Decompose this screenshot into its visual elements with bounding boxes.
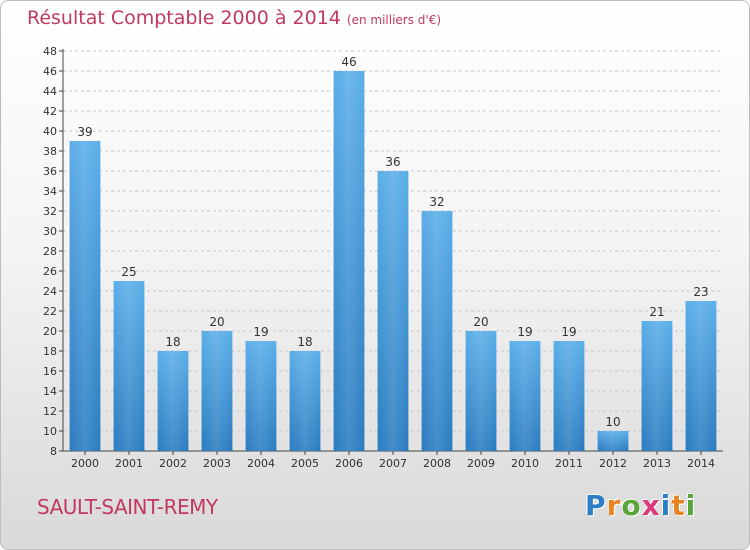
data-label: 46 (341, 55, 356, 69)
bar-highlight (377, 171, 409, 451)
data-label: 18 (297, 335, 312, 349)
y-tick-label: 36 (43, 165, 57, 178)
proxiti-logo[interactable]: Proxiti (585, 489, 696, 522)
y-tick-label: 10 (43, 425, 57, 438)
y-tick-label: 12 (43, 405, 57, 418)
x-tick-label: 2014 (687, 457, 715, 470)
data-label: 20 (209, 315, 224, 329)
y-tick-label: 8 (50, 445, 57, 458)
y-tick-label: 40 (43, 125, 57, 138)
data-label: 10 (605, 415, 620, 429)
bar-highlight (597, 431, 629, 451)
bar-highlight (201, 331, 233, 451)
logo-letter: P (585, 489, 607, 522)
x-tick-label: 2003 (203, 457, 231, 470)
data-label: 21 (649, 305, 664, 319)
x-tick-label: 2002 (159, 457, 187, 470)
logo-letter: x (641, 489, 661, 522)
x-tick-label: 2005 (291, 457, 319, 470)
y-tick-label: 34 (43, 185, 57, 198)
logo-letter: i (685, 489, 697, 522)
x-tick-label: 2008 (423, 457, 451, 470)
location-name: SAULT-SAINT-REMY (37, 495, 218, 519)
y-tick-label: 46 (43, 65, 57, 78)
data-label: 18 (165, 335, 180, 349)
y-tick-label: 38 (43, 145, 57, 158)
x-tick-label: 2009 (467, 457, 495, 470)
logo-letter: o (621, 489, 642, 522)
data-label: 19 (561, 325, 576, 339)
x-tick-label: 2013 (643, 457, 671, 470)
bar-highlight (157, 351, 189, 451)
y-tick-label: 20 (43, 325, 57, 338)
data-label: 32 (429, 195, 444, 209)
chart-title: Résultat Comptable 2000 à 2014 (en millie… (27, 7, 441, 29)
data-label: 19 (253, 325, 268, 339)
x-tick-label: 2011 (555, 457, 583, 470)
bar-highlight (245, 341, 277, 451)
data-label: 39 (77, 125, 92, 139)
y-tick-label: 48 (43, 45, 57, 58)
bar-highlight (465, 331, 497, 451)
x-tick-label: 2001 (115, 457, 143, 470)
x-tick-label: 2000 (71, 457, 99, 470)
y-tick-label: 44 (43, 85, 57, 98)
chart-title-text: Résultat Comptable 2000 à 2014 (27, 7, 341, 29)
y-tick-label: 26 (43, 265, 57, 278)
bar-highlight (685, 301, 717, 451)
x-tick-label: 2007 (379, 457, 407, 470)
bar-highlight (641, 321, 673, 451)
logo-letter: r (606, 489, 622, 522)
y-tick-label: 28 (43, 245, 57, 258)
y-tick-label: 24 (43, 285, 57, 298)
chart-subtitle: (en milliers d'€) (346, 13, 442, 27)
bar-highlight (333, 71, 365, 451)
bar-highlight (113, 281, 145, 451)
y-tick-label: 42 (43, 105, 57, 118)
bar-highlight (509, 341, 541, 451)
bar-highlight (69, 141, 101, 451)
y-tick-label: 18 (43, 345, 57, 358)
data-label: 19 (517, 325, 532, 339)
logo-letter: t (671, 489, 686, 522)
y-tick-label: 30 (43, 225, 57, 238)
data-label: 36 (385, 155, 400, 169)
x-tick-label: 2004 (247, 457, 275, 470)
y-tick-label: 16 (43, 365, 57, 378)
y-tick-label: 14 (43, 385, 57, 398)
data-label: 20 (473, 315, 488, 329)
x-tick-label: 2010 (511, 457, 539, 470)
x-tick-label: 2006 (335, 457, 363, 470)
data-label: 23 (693, 285, 708, 299)
bar-highlight (289, 351, 321, 451)
x-tick-label: 2012 (599, 457, 627, 470)
bar-highlight (421, 211, 453, 451)
logo-letter: i (660, 489, 672, 522)
y-tick-label: 32 (43, 205, 57, 218)
y-tick-label: 22 (43, 305, 57, 318)
bar-highlight (553, 341, 585, 451)
data-label: 25 (121, 265, 136, 279)
